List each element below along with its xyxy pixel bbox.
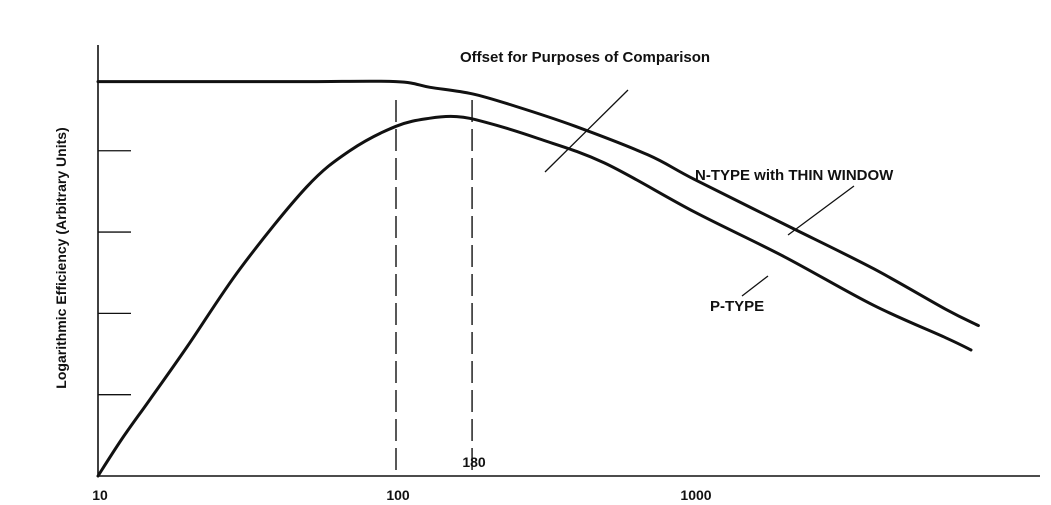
reference-line-180-label: 180 xyxy=(462,454,486,470)
series-lines xyxy=(96,79,980,478)
p-type-annotation-label: P-TYPE xyxy=(710,298,764,315)
annotation-leaders xyxy=(544,89,855,297)
n-type-leader-line xyxy=(787,185,855,236)
x-tick-label-1000: 1000 xyxy=(680,487,711,503)
n-type-annotation-label: N-TYPE with THIN WINDOW xyxy=(695,167,894,184)
axes xyxy=(97,45,1040,477)
x-tick-label-10: 10 xyxy=(92,487,108,503)
p-type-leader-line xyxy=(741,275,769,297)
y-axis-title: Logarithmic Efficiency (Arbitrary Units) xyxy=(53,127,69,388)
offset-leader-line xyxy=(544,89,629,173)
offset-annotation-label: Offset for Purposes of Comparison xyxy=(460,49,710,66)
reference-lines xyxy=(395,100,473,476)
series-line-p-type xyxy=(96,114,973,478)
series-line-n-type-with-thin-window xyxy=(96,79,980,328)
x-tick-label-100: 100 xyxy=(386,487,410,503)
